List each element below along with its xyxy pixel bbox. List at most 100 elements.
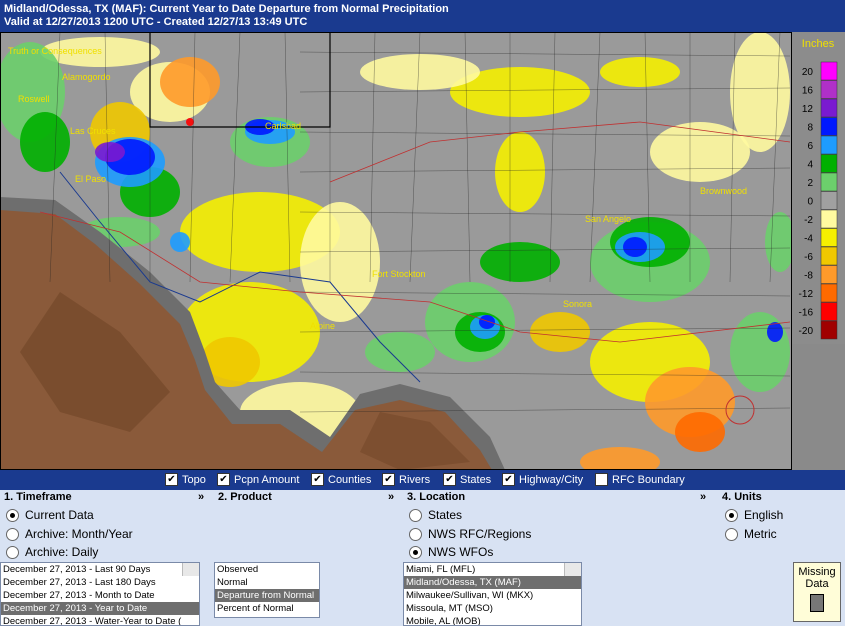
checkbox[interactable]: ✔: [382, 473, 395, 486]
map-panel: Truth or Consequences Alamogordo Roswell La…: [0, 31, 845, 477]
radio-label: Metric: [744, 527, 777, 541]
list-option[interactable]: December 27, 2013 - Month to Date: [3, 590, 155, 601]
place-label: Roswell: [18, 94, 50, 104]
listbox[interactable]: December 27, 2013 - Last 90 Days December…: [0, 562, 200, 626]
county-line: [769, 31, 781, 283]
layer-label: Pcpn Amount: [234, 473, 300, 486]
precip-area: [95, 142, 125, 162]
county-line: [299, 131, 791, 137]
radio-option[interactable]: Metric: [725, 527, 777, 541]
precip-area: [675, 412, 725, 452]
county-line: [299, 407, 791, 413]
radio[interactable]: [409, 527, 422, 541]
precip-area: [186, 118, 194, 126]
radio[interactable]: [6, 527, 19, 541]
layer-checkbox[interactable]: ✔ Highway/City: [502, 473, 583, 486]
legend-label: -8: [804, 271, 813, 282]
checkbox[interactable]: ✔: [217, 473, 230, 486]
county-line: [299, 291, 791, 297]
radio-option[interactable]: Current Data: [6, 508, 94, 522]
expand-arrow[interactable]: »: [388, 491, 395, 503]
list-option[interactable]: December 27, 2013 - Year to Date: [1, 602, 199, 615]
list-option[interactable]: December 27, 2013 - Water-Year to Date (: [3, 616, 182, 626]
checkbox[interactable]: ✔: [165, 473, 178, 486]
radio-option[interactable]: Archive: Daily: [6, 545, 98, 559]
county-line: [229, 31, 241, 283]
radio[interactable]: [409, 508, 422, 522]
precip-area: [450, 67, 590, 117]
county-line: [299, 327, 791, 333]
radio[interactable]: [6, 508, 19, 522]
list-option[interactable]: Missoula, MT (MSO): [406, 603, 493, 614]
radio-option[interactable]: States: [409, 508, 462, 522]
legend-swatch: [820, 98, 838, 118]
checkbox[interactable]: [595, 473, 608, 486]
layer-checkbox[interactable]: ✔ Rivers: [382, 473, 430, 486]
radio-option[interactable]: Archive: Month/Year: [6, 527, 133, 541]
map-border: [0, 32, 792, 470]
legend-label: -6: [804, 252, 813, 263]
radio-option[interactable]: NWS WFOs: [409, 545, 493, 559]
radio-option[interactable]: English: [725, 508, 783, 522]
list-option[interactable]: Normal: [217, 577, 248, 588]
checkbox[interactable]: ✔: [311, 473, 324, 486]
legend-label: 6: [807, 141, 813, 152]
panel-title: 1. Timeframe: [4, 491, 72, 503]
legend-swatch: [820, 209, 838, 229]
terrain-ridge: [20, 292, 170, 432]
radio-label: Archive: Daily: [25, 545, 99, 559]
radio[interactable]: [409, 545, 422, 559]
county-line: [49, 31, 61, 283]
expand-arrow[interactable]: »: [198, 491, 205, 503]
scrollbar[interactable]: [182, 563, 199, 576]
legend-swatch: [820, 154, 838, 173]
place-label: Carlsbad: [265, 121, 301, 131]
precip-area: [365, 332, 435, 372]
scrollbar[interactable]: [564, 563, 581, 576]
header: Midland/Odessa, TX (MAF): Current Year t…: [0, 0, 845, 32]
checkbox[interactable]: ✔: [502, 473, 515, 486]
list-option[interactable]: Percent of Normal: [217, 603, 294, 614]
legend-swatch: [820, 246, 838, 266]
list-option[interactable]: Milwaukee/Sullivan, WI (MKX): [406, 590, 534, 601]
list-option[interactable]: Departure from Normal: [215, 589, 319, 602]
radio[interactable]: [725, 527, 738, 541]
radio-label: Current Data: [25, 508, 94, 522]
legend-swatch: [820, 283, 838, 303]
listbox[interactable]: Observed Normal Departure from Normal Perce…: [214, 562, 320, 618]
layer-checkbox[interactable]: ✔ States: [443, 473, 491, 486]
list-option[interactable]: December 27, 2013 - Last 90 Days: [3, 564, 151, 575]
list-option[interactable]: Midland/Odessa, TX (MAF): [404, 576, 581, 589]
county-line: [549, 31, 556, 283]
checkbox[interactable]: ✔: [443, 473, 456, 486]
legend-label: 2: [807, 178, 813, 189]
legend-swatch: [820, 191, 838, 210]
legend-label: -4: [804, 234, 813, 245]
list-option[interactable]: Mobile, AL (MOB): [406, 616, 481, 626]
list-option[interactable]: Miami, FL (MFL): [406, 564, 476, 575]
layer-checkbox[interactable]: ✔ Pcpn Amount: [217, 473, 299, 486]
place-label: Truth or Consequences: [8, 46, 102, 56]
layer-checkbox[interactable]: ✔ Topo: [165, 473, 206, 486]
radio[interactable]: [6, 545, 19, 559]
legend-swatch: [820, 172, 838, 192]
county-line: [409, 31, 421, 283]
radio-option[interactable]: NWS RFC/Regions: [409, 527, 531, 541]
layer-label: Counties: [328, 473, 372, 486]
layer-label: States: [460, 473, 492, 486]
county-line: [299, 167, 791, 173]
county-line: [729, 31, 736, 283]
terrain-ridge: [360, 412, 470, 470]
list-option[interactable]: Observed: [217, 564, 259, 575]
precip-area: [495, 132, 545, 212]
legend-label: 0: [807, 197, 813, 208]
list-option[interactable]: December 27, 2013 - Last 180 Days: [3, 577, 156, 588]
legend-swatch: [820, 265, 838, 284]
layer-checkbox[interactable]: ✔ Counties: [311, 473, 371, 486]
listbox[interactable]: Miami, FL (MFL) Midland/Odessa, TX (MAF) M…: [403, 562, 582, 626]
radio[interactable]: [725, 508, 738, 522]
expand-arrow[interactable]: »: [700, 491, 707, 503]
layer-checkbox[interactable]: RFC Boundary: [595, 473, 685, 486]
legend-label: -20: [799, 326, 814, 337]
